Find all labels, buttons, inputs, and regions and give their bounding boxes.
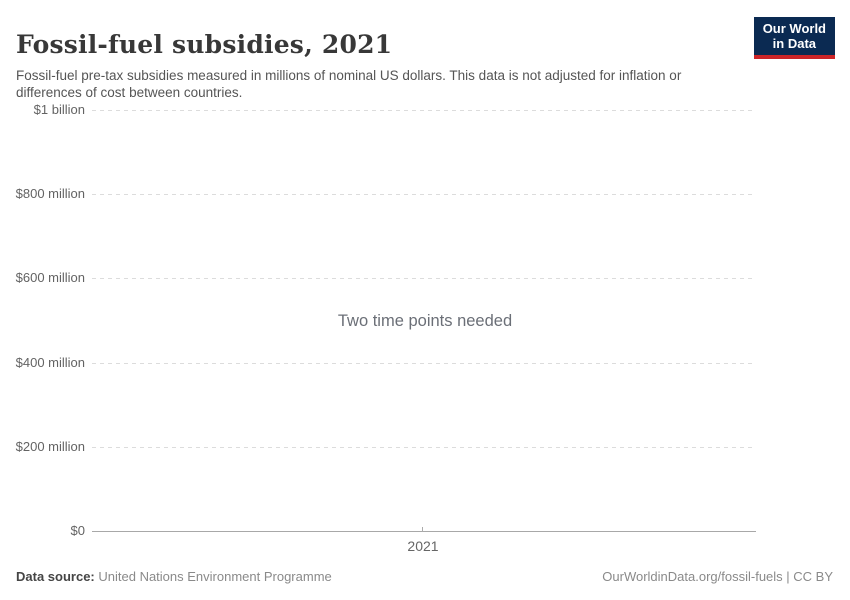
data-source-label: Data source: [16, 569, 95, 584]
data-source-value: United Nations Environment Programme [98, 569, 332, 584]
x-axis-tick [422, 527, 423, 532]
owid-logo: Our World in Data [753, 17, 835, 59]
y-axis-tick-label: $800 million [15, 186, 85, 201]
gridline [92, 110, 756, 111]
owid-logo-line-2: in Data [772, 36, 817, 52]
empty-state-message: Two time points needed [337, 312, 513, 330]
attribution: OurWorldinData.org/fossil-fuels | CC BY [602, 569, 833, 584]
page-title: Fossil-fuel subsidies, 2021 [16, 29, 393, 59]
y-axis-tick-label: $200 million [15, 439, 85, 454]
x-axis-line [92, 531, 756, 532]
y-axis-tick-label: $0 [70, 523, 85, 538]
y-axis-tick-label: $400 million [15, 355, 85, 370]
x-axis-tick-label: 2021 [407, 538, 439, 554]
y-axis-tick-label: $1 billion [33, 102, 85, 117]
y-axis-tick-label: $600 million [15, 270, 85, 285]
owid-logo-line-1: Our World [762, 21, 826, 36]
page-subtitle: Fossil-fuel pre-tax subsidies measured i… [16, 67, 682, 101]
gridline [92, 447, 756, 448]
gridline [92, 363, 756, 364]
data-source: Data source: United Nations Environment … [16, 569, 332, 584]
gridline [92, 278, 756, 279]
gridline [92, 194, 756, 195]
